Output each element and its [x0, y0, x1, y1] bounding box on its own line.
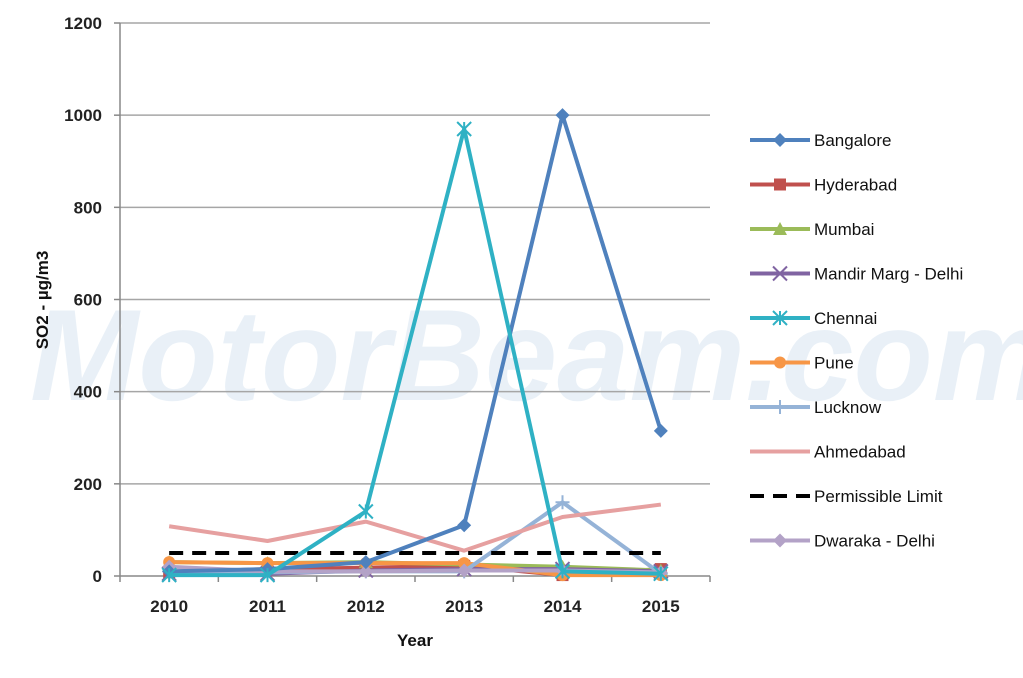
legend-label: Permissible Limit — [814, 487, 943, 506]
data-point — [773, 400, 787, 414]
data-point — [457, 518, 472, 533]
legend-item: Hyderabad — [750, 176, 897, 195]
x-tick-label: 2012 — [347, 597, 385, 616]
series-line — [169, 560, 661, 578]
data-point — [554, 563, 571, 580]
gridlines — [120, 22, 710, 485]
data-point — [772, 265, 788, 282]
data-point — [774, 178, 786, 191]
data-point — [555, 495, 570, 510]
legend-label: Dwaraka - Delhi — [814, 532, 935, 551]
series-bangalore — [162, 108, 668, 579]
data-point — [161, 567, 177, 583]
legend-label: Bangalore — [814, 131, 892, 150]
data-point — [358, 555, 373, 570]
legend: Bangalore Hyderabad Mumbai Mandir Marg - De… — [750, 131, 963, 551]
y-tick-label: 200 — [74, 475, 102, 494]
x-tick-label: 2013 — [445, 597, 483, 616]
legend-label: Mandir Marg - Delhi — [814, 265, 963, 284]
legend-label: Mumbai — [814, 220, 874, 239]
legend-label: Ahmedabad — [814, 443, 906, 462]
legend-item: Chennai — [750, 309, 877, 328]
data-point — [555, 108, 570, 123]
y-tick-label: 0 — [93, 567, 102, 586]
legend-item: Dwaraka - Delhi — [750, 532, 935, 551]
data-point — [772, 310, 788, 326]
legend-item: Mumbai — [750, 220, 874, 239]
data-point — [773, 133, 787, 147]
series-group — [161, 108, 669, 583]
y-tick-label: 400 — [74, 383, 102, 402]
legend-item: Mandir Marg - Delhi — [750, 265, 963, 284]
legend-item: Lucknow — [750, 398, 882, 417]
legend-item: Ahmedabad — [750, 443, 906, 462]
data-point — [653, 565, 669, 582]
series-line — [168, 502, 662, 553]
series-ahmedabad — [168, 502, 662, 553]
x-tick-labels: 2010 2011 2012 2013 2014 2015 — [150, 597, 679, 616]
x-tick-label: 2010 — [150, 597, 188, 616]
legend-item: Pune — [750, 354, 854, 373]
data-point — [653, 423, 668, 438]
data-point — [457, 563, 472, 578]
legend-label: Lucknow — [814, 398, 882, 417]
x-tick-label: 2015 — [642, 597, 680, 616]
legend-label: Chennai — [814, 309, 877, 328]
x-tick-label: 2011 — [249, 597, 286, 616]
data-point — [774, 356, 786, 369]
legend-item: Permissible Limit — [750, 487, 943, 506]
x-axis-title: Year — [397, 631, 433, 650]
data-point — [458, 557, 471, 570]
x-tick-label: 2014 — [544, 597, 582, 616]
legend-label: Pune — [814, 354, 854, 373]
data-point — [358, 503, 374, 520]
y-tick-labels: 0 200 400 600 800 1000 1200 — [64, 14, 102, 586]
series-line — [169, 113, 663, 574]
data-point — [773, 222, 787, 235]
data-point — [456, 121, 472, 137]
legend-label: Hyderabad — [814, 176, 897, 195]
data-point — [358, 564, 373, 579]
legend-item: Bangalore — [750, 131, 892, 150]
series-line — [169, 126, 661, 578]
y-tick-label: 1000 — [64, 106, 102, 125]
data-point — [259, 567, 276, 583]
y-tick-label: 800 — [74, 198, 102, 217]
y-axis-title: SO2 - µg/m3 — [33, 251, 52, 350]
data-point — [773, 533, 787, 548]
series-chennai — [161, 121, 669, 583]
y-tick-label: 1200 — [64, 14, 102, 33]
y-tick-label: 600 — [74, 291, 102, 310]
